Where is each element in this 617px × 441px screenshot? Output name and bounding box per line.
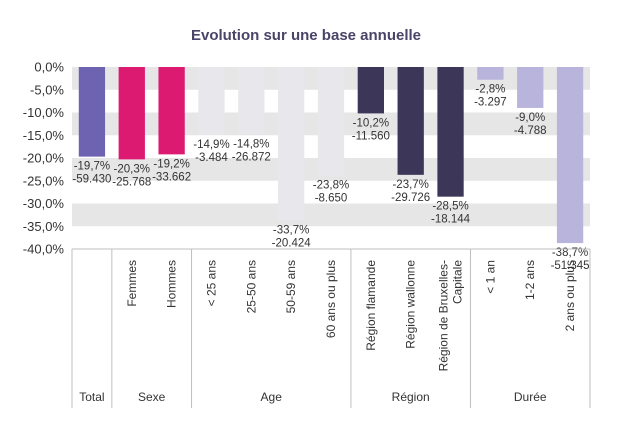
y-tick-label: -20,0% <box>23 151 65 166</box>
category-label: 60 ans ou plus <box>324 260 338 338</box>
data-label-pct: -14,8% <box>233 138 269 150</box>
group-label: Age <box>261 390 283 404</box>
category-label: Capitale <box>451 260 465 304</box>
y-axis: 0,0% -5,0% -10,0% -15,0% -20,0% -25,0% -30,0% -… <box>23 60 65 257</box>
category-label: 1-2 ans <box>523 260 537 300</box>
y-tick-label: -30,0% <box>23 196 65 211</box>
category-label: Région flamande <box>364 260 378 351</box>
y-tick-label: -15,0% <box>23 128 65 143</box>
bar <box>78 67 106 157</box>
data-label-abs: -20.424 <box>272 237 312 249</box>
category-label: Région wallonne <box>404 260 418 349</box>
group-label: Sexe <box>138 390 166 404</box>
grid-stripe <box>72 203 590 227</box>
data-label-pct: -14,9% <box>193 139 229 151</box>
data-label-abs: -59.430 <box>72 174 111 186</box>
data-label-pct: -9,0% <box>515 112 545 124</box>
category-label: Région de Bruxelles- <box>437 260 451 371</box>
category-label: 50-59 ans <box>284 260 298 313</box>
bars <box>78 67 584 244</box>
data-label-abs: -4.788 <box>514 125 547 137</box>
y-tick-label: -25,0% <box>23 173 65 188</box>
data-label-abs: -18.144 <box>431 214 471 226</box>
group-label: Région <box>392 390 430 404</box>
group-label: Total <box>79 390 104 404</box>
bar <box>357 67 384 114</box>
data-label-abs: -3.297 <box>474 97 507 109</box>
y-tick-label: -35,0% <box>23 219 65 234</box>
data-label-abs: -11.560 <box>352 130 390 142</box>
bar <box>317 67 345 176</box>
category-label: < 25 ans <box>204 260 218 306</box>
data-label-pct: -38,7% <box>552 247 588 259</box>
category-label: < 1 an <box>483 260 497 294</box>
data-label-pct: -33,7% <box>273 224 309 236</box>
category-labels: Femmes Hommes < 25 ans 25-50 ans 50-59 ans 60… <box>125 260 577 372</box>
data-label-pct: -23,8% <box>313 179 349 191</box>
group-labels: Total Sexe Age Région Durée <box>79 390 547 404</box>
data-label-abs: -33.662 <box>152 171 191 183</box>
data-label-pct: -28,5% <box>432 201 468 213</box>
bar <box>278 67 305 221</box>
data-label-pct: -19,2% <box>153 158 189 170</box>
category-axis <box>71 248 591 408</box>
y-tick-label: -10,0% <box>23 105 65 120</box>
category-label: 2 ans ou plus <box>563 260 577 331</box>
category-label: Femmes <box>125 260 139 307</box>
bar <box>118 67 145 160</box>
bar <box>517 67 544 108</box>
bar <box>556 67 584 244</box>
y-tick-label: -5,0% <box>30 82 64 97</box>
data-label-abs: -26.872 <box>232 151 271 163</box>
y-tick-label: -40,0% <box>23 242 65 257</box>
bar <box>397 67 424 175</box>
chart-title: Evolution sur une base annuelle <box>191 27 421 44</box>
bar <box>477 67 504 80</box>
data-label-pct: -20,3% <box>114 163 150 175</box>
category-label: 25-50 ans <box>244 260 258 313</box>
data-labels: -19,7%-59.430-20,3%-25.768-19,2%-33.662-… <box>72 84 589 272</box>
category-label: Hommes <box>165 260 179 308</box>
data-label-abs: -51.345 <box>551 260 590 272</box>
data-label-pct: -10,2% <box>353 117 389 129</box>
bar <box>238 67 265 135</box>
data-label-pct: -2,8% <box>475 84 505 96</box>
data-label-pct: -23,7% <box>392 179 428 191</box>
data-label-abs: -8.650 <box>315 192 348 204</box>
group-label: Durée <box>514 390 547 404</box>
data-label-pct: -19,7% <box>74 161 110 173</box>
data-label-abs: -3.484 <box>195 152 228 164</box>
data-label-abs: -29.726 <box>391 192 430 204</box>
bar <box>437 67 464 197</box>
y-tick-label: 0,0% <box>34 60 64 75</box>
data-label-abs: -25.768 <box>112 176 151 188</box>
bar <box>198 67 225 135</box>
bar <box>158 67 185 155</box>
